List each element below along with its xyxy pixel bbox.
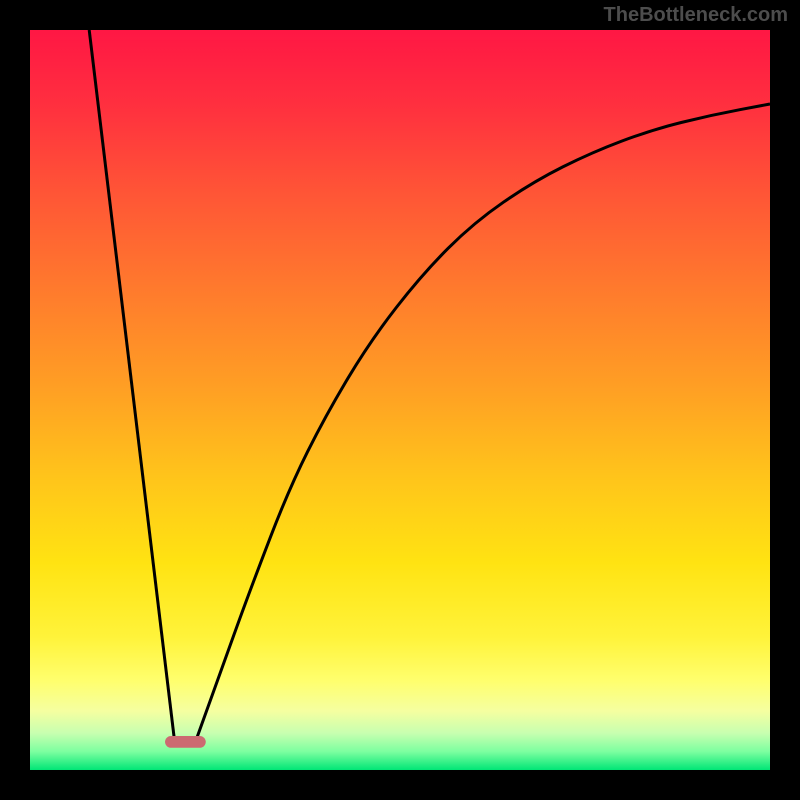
valley-marker [165, 736, 206, 748]
plot-background [30, 30, 770, 770]
watermark-text: TheBottleneck.com [604, 4, 788, 27]
chart-svg [0, 0, 800, 800]
chart-container: TheBottleneck.com [0, 0, 800, 800]
